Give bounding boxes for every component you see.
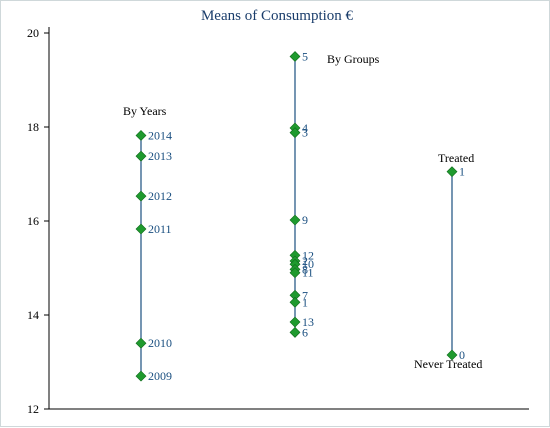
data-point-label: 13 — [302, 315, 314, 329]
data-point-label: 8 — [302, 262, 308, 276]
data-point-label: 2010 — [148, 336, 172, 350]
data-point-label: 10 — [302, 257, 314, 271]
data-point-label: 9 — [302, 213, 308, 227]
series-layer: 2014201320122011201020095439122108117113… — [135, 50, 465, 383]
data-point-marker — [289, 214, 301, 226]
data-point-label: 1 — [459, 165, 465, 179]
column-label-never-treated: Never Treated — [414, 357, 482, 371]
data-point-label: 2014 — [148, 128, 172, 142]
data-point-marker — [289, 296, 301, 308]
data-point-label: 2 — [302, 254, 308, 268]
data-point-marker — [446, 166, 458, 178]
data-point-label: 2013 — [148, 149, 172, 163]
data-point-label: 3 — [302, 126, 308, 140]
y-tick-label: 14 — [27, 308, 39, 322]
data-point-marker — [289, 267, 301, 279]
data-point-marker — [135, 130, 147, 141]
data-point-marker — [135, 150, 147, 162]
data-point-marker — [289, 326, 301, 338]
data-point-label: 2009 — [148, 369, 172, 383]
data-point-label: 4 — [302, 121, 308, 135]
data-point-label: 2011 — [148, 222, 172, 236]
y-tick-label: 20 — [27, 26, 39, 40]
data-point-marker — [289, 51, 301, 62]
data-point-marker — [135, 223, 147, 235]
data-point-label: 1 — [302, 295, 308, 309]
data-point-marker — [135, 370, 147, 382]
column-label-by-groups: By Groups — [327, 52, 380, 66]
data-point-label: 11 — [302, 266, 314, 280]
y-tick-label: 12 — [27, 402, 39, 416]
y-tick-label: 18 — [27, 120, 39, 134]
data-point-marker — [446, 349, 458, 361]
column-label-treated: Treated — [438, 151, 474, 165]
data-point-label: 5 — [302, 50, 308, 64]
column-label-by-years: By Years — [123, 104, 167, 118]
chart-title: Means of Consumption € — [201, 8, 354, 24]
data-point-label: 7 — [302, 288, 308, 302]
data-point-label: 12 — [302, 248, 314, 262]
data-point-marker — [289, 316, 301, 328]
data-point-marker — [135, 337, 147, 349]
y-tick-label: 16 — [27, 214, 39, 228]
data-point-label: 2012 — [148, 189, 172, 203]
group-labels: By Years By Groups Treated Never Treated — [123, 52, 482, 371]
data-point-marker — [289, 127, 301, 139]
data-point-marker — [135, 190, 147, 202]
data-point-label: 6 — [302, 325, 308, 339]
data-point-label: 0 — [459, 348, 465, 362]
